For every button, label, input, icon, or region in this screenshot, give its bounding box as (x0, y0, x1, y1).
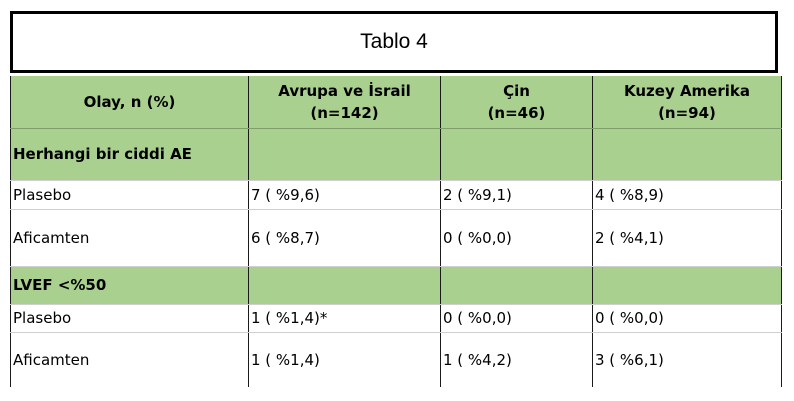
table-cell: 3 ( %6,1) (592, 332, 782, 387)
table-title: Tablo 4 (10, 11, 778, 73)
column-header-label: Kuzey Amerika (624, 81, 750, 100)
table-row: Plasebo 1 ( %1,4)* 0 ( %0,0) 0 ( %0,0) (10, 304, 782, 333)
column-header-event: Olay, n (%) (10, 76, 249, 129)
column-header-n: (n=142) (310, 103, 379, 122)
row-label: Plasebo (10, 304, 249, 333)
column-header-event-label: Olay, n (%) (83, 92, 176, 111)
table-cell: 0 ( %0,0) (440, 209, 593, 267)
table-cell: 1 ( %1,4) (248, 332, 441, 387)
empty-cell (592, 266, 782, 305)
table-row: Aficamten 1 ( %1,4) 1 ( %4,2) 3 ( %6,1) (10, 332, 782, 387)
row-label: Plasebo (10, 180, 249, 210)
section-heading: LVEF <%50 (10, 266, 249, 305)
table-cell: 1 ( %1,4)* (248, 304, 441, 333)
section-row-serious-ae: Herhangi bir ciddi AE (10, 128, 782, 181)
column-header-europe-israel: Avrupa ve İsrail (n=142) (248, 76, 441, 129)
table-cell: 7 ( %9,6) (248, 180, 441, 210)
column-header-n: (n=94) (658, 103, 716, 122)
empty-cell (440, 128, 593, 181)
data-table: Olay, n (%) Avrupa ve İsrail (n=142) Çin… (10, 76, 782, 387)
column-header-n: (n=46) (487, 103, 546, 122)
table-cell: 0 ( %0,0) (592, 304, 782, 333)
table-row: Aficamten 6 ( %8,7) 0 ( %0,0) 2 ( %4,1) (10, 209, 782, 267)
column-header-label: Avrupa ve İsrail (278, 81, 411, 100)
row-label: Aficamten (10, 209, 249, 267)
table-cell: 1 ( %4,2) (440, 332, 593, 387)
column-header-north-america: Kuzey Amerika (n=94) (592, 76, 782, 129)
empty-cell (248, 266, 441, 305)
table-cell: 4 ( %8,9) (592, 180, 782, 210)
table-cell: 2 ( %9,1) (440, 180, 593, 210)
row-label: Aficamten (10, 332, 249, 387)
table-cell: 6 ( %8,7) (248, 209, 441, 267)
empty-cell (248, 128, 441, 181)
empty-cell (440, 266, 593, 305)
empty-cell (592, 128, 782, 181)
table-cell: 2 ( %4,1) (592, 209, 782, 267)
section-row-lvef: LVEF <%50 (10, 266, 782, 305)
header-row: Olay, n (%) Avrupa ve İsrail (n=142) Çin… (10, 76, 782, 129)
table-title-text: Tablo 4 (360, 30, 428, 53)
table-row: Plasebo 7 ( %9,6) 2 ( %9,1) 4 ( %8,9) (10, 180, 782, 210)
table-cell: 0 ( %0,0) (440, 304, 593, 333)
section-heading: Herhangi bir ciddi AE (10, 128, 249, 181)
column-header-china: Çin (n=46) (440, 76, 593, 129)
column-header-label: Çin (503, 81, 530, 100)
